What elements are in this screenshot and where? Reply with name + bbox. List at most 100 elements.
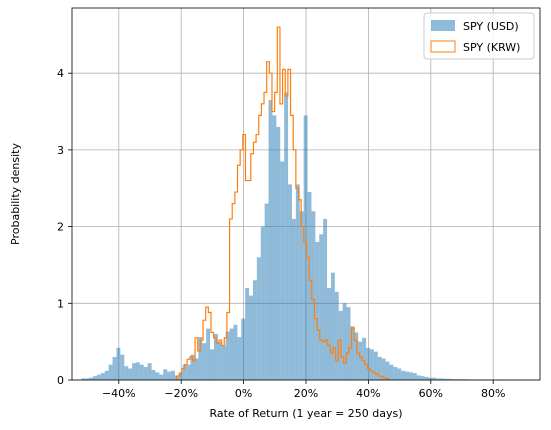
usd-bar <box>163 369 168 380</box>
usd-bar <box>358 341 363 380</box>
usd-bar <box>155 372 160 380</box>
usd-bar <box>229 328 234 380</box>
usd-bar <box>85 378 90 380</box>
y-axis-ticks: 0 1 2 3 4 <box>57 67 72 387</box>
usd-bar <box>307 192 312 380</box>
usd-bar <box>245 287 250 380</box>
usd-bar <box>81 378 86 380</box>
usd-bar <box>319 234 324 380</box>
usd-bar <box>89 377 94 380</box>
usd-bar <box>323 218 328 380</box>
usd-bar <box>249 295 253 380</box>
y-tick-label: 3 <box>57 144 64 157</box>
usd-bar <box>268 100 273 381</box>
usd-bar <box>272 115 277 381</box>
usd-bar <box>132 363 136 380</box>
usd-bar <box>440 378 445 380</box>
usd-bar <box>104 370 109 380</box>
usd-bar <box>381 358 386 380</box>
usd-bar <box>120 354 125 380</box>
usd-bar <box>369 349 374 380</box>
usd-bar <box>311 211 316 380</box>
usd-bar <box>171 370 175 380</box>
krw-histogram-step-line <box>175 26 390 380</box>
usd-bar <box>182 364 187 380</box>
usd-histogram-bars <box>81 92 507 381</box>
usd-bar <box>432 377 437 380</box>
usd-bar <box>151 370 156 380</box>
usd-bar <box>424 376 429 380</box>
usd-bar <box>334 291 339 380</box>
usd-bar <box>112 356 117 380</box>
usd-bar <box>444 378 448 380</box>
y-tick-label: 0 <box>57 374 64 387</box>
y-tick-label: 4 <box>57 67 64 80</box>
usd-bar <box>280 161 285 380</box>
usd-bar <box>412 373 417 380</box>
usd-bar <box>346 307 351 380</box>
y-axis-label: Probability density <box>9 143 22 245</box>
usd-bar <box>124 366 129 380</box>
legend-swatch-krw <box>430 40 456 53</box>
usd-bar <box>147 363 152 380</box>
usd-bar <box>202 343 207 380</box>
y-tick-label: 1 <box>57 297 64 310</box>
x-tick-label: 0% <box>235 387 252 400</box>
x-axis-label: Rate of Return (1 year = 250 days) <box>209 407 402 420</box>
usd-bar <box>233 324 238 380</box>
usd-bar <box>194 358 199 380</box>
x-tick-label: 40% <box>356 387 380 400</box>
usd-bar <box>252 280 257 380</box>
usd-bar <box>217 341 222 380</box>
usd-bar <box>190 354 195 380</box>
usd-bar <box>330 272 335 380</box>
usd-bar <box>362 337 367 380</box>
usd-bar <box>295 184 300 380</box>
usd-bar <box>264 203 269 380</box>
usd-bar <box>96 374 101 380</box>
usd-bar <box>237 337 242 380</box>
usd-bar <box>401 370 406 380</box>
usd-bar <box>377 356 382 380</box>
usd-bar <box>100 373 105 380</box>
usd-bar <box>108 364 113 380</box>
usd-bar <box>143 366 148 380</box>
x-tick-label: 80% <box>481 387 505 400</box>
usd-bar <box>241 318 246 380</box>
usd-bar <box>284 92 289 381</box>
usd-bar <box>366 347 370 380</box>
legend-label-usd: SPY (USD) <box>463 20 519 33</box>
usd-bar <box>315 241 320 380</box>
usd-bar <box>186 364 191 380</box>
usd-bar <box>428 377 433 380</box>
usd-bar <box>327 287 331 380</box>
usd-bar <box>288 184 292 380</box>
usd-bar <box>354 332 359 380</box>
x-tick-label: 60% <box>419 387 443 400</box>
y-tick-label: 2 <box>57 221 64 234</box>
x-tick-label: 20% <box>294 387 318 400</box>
usd-bar <box>436 378 441 380</box>
usd-bar <box>303 115 308 381</box>
usd-bar <box>206 328 211 380</box>
usd-bar <box>225 331 230 380</box>
x-tick-label: −20% <box>164 387 198 400</box>
usd-bar <box>135 362 140 380</box>
usd-bar <box>139 364 144 380</box>
usd-bar <box>210 349 214 380</box>
usd-bar <box>350 326 355 380</box>
usd-bar <box>159 374 164 380</box>
usd-bar <box>405 371 409 380</box>
usd-bar <box>276 126 281 380</box>
usd-bar <box>420 376 425 380</box>
legend-swatch-usd <box>431 20 455 31</box>
usd-bar <box>291 218 296 380</box>
usd-bar <box>128 368 133 380</box>
usd-bar <box>299 211 304 380</box>
usd-bar <box>416 375 421 380</box>
usd-bar <box>260 226 265 380</box>
usd-bar <box>221 345 226 380</box>
usd-bar <box>178 372 183 380</box>
usd-bar <box>116 347 121 380</box>
